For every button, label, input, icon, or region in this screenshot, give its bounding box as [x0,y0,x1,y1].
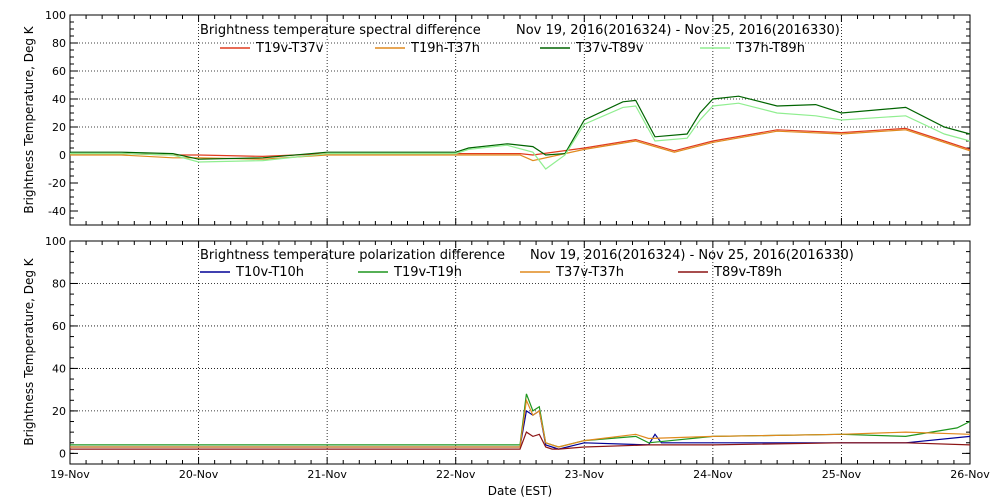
x-tick-label: 26-Nov [950,468,990,481]
chart-title: Brightness temperature spectral differen… [200,23,481,38]
y-tick-label: 40 [52,93,66,106]
y-axis-title: Brightness Temperature, Deg K [22,257,36,445]
y-tick-label: 0 [59,149,66,162]
y-tick-label: -40 [48,205,66,218]
legend-label: T37v-T37h [555,265,624,280]
legend-label: T37v-T89v [575,41,644,56]
x-tick-label: 20-Nov [179,468,219,481]
y-tick-label: 100 [45,235,66,248]
legend-label: T19v-T37v [255,41,324,56]
y-tick-label: 20 [52,405,66,418]
series-line-4 [70,102,971,170]
legend-label: T37h-T89h [735,41,805,56]
series-line-1 [70,127,971,158]
x-axis-title: Date (EST) [488,484,552,498]
y-tick-label: 40 [52,362,66,375]
series-line-3 [70,95,971,160]
chart-date-range: Nov 19, 2016(2016324) - Nov 25, 2016(201… [516,23,840,38]
x-tick-label: 21-Nov [307,468,347,481]
chart-title: Brightness temperature polarization diff… [200,248,505,263]
plot-frame [69,240,971,465]
y-axis-title: Brightness Temperature, Deg K [22,25,36,213]
x-tick-label: 19-Nov [50,468,90,481]
series-line-4 [70,431,971,450]
y-tick-label: 20 [52,121,66,134]
series-line-2 [70,393,971,448]
y-tick-label: 100 [45,9,66,22]
y-tick-label: 80 [52,277,66,290]
legend-label: T89v-T89h [713,265,782,280]
y-tick-label: 60 [52,320,66,333]
legend-label: T10v-T10h [235,265,304,280]
y-tick-label: -20 [48,177,66,190]
x-tick-label: 25-Nov [822,468,862,481]
legend-label: T19h-T37h [410,41,480,56]
x-tick-label: 23-Nov [565,468,605,481]
series-line-3 [70,398,971,448]
x-tick-label: 24-Nov [693,468,733,481]
y-tick-label: 60 [52,65,66,78]
plot-frame [69,14,971,226]
y-tick-label: 80 [52,37,66,50]
legend-label: T19v-T19h [393,265,462,280]
chart-date-range: Nov 19, 2016(2016324) - Nov 25, 2016(201… [530,248,854,263]
series-line-2 [70,129,971,162]
y-tick-label: 0 [59,447,66,460]
x-tick-label: 22-Nov [436,468,476,481]
